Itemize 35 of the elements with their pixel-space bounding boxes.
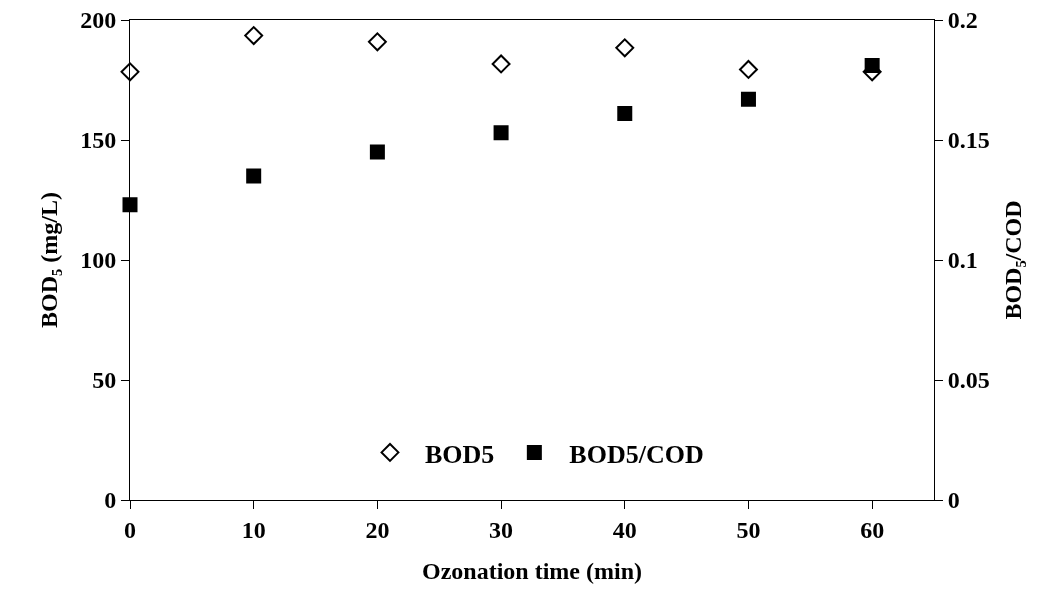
y2-tick-label: 0.05 — [947, 367, 990, 394]
point — [491, 54, 511, 74]
y2-tick-label: 0.15 — [947, 127, 990, 154]
point — [864, 58, 880, 74]
point — [367, 32, 387, 52]
x-tick-label: 60 — [860, 516, 885, 543]
x-axis-title: Ozonation time (min) — [422, 558, 642, 585]
x-tick-label: 40 — [612, 516, 637, 543]
point — [246, 168, 262, 184]
x-tick-label: 20 — [365, 516, 390, 543]
y2-tick-label: 0 — [947, 487, 960, 514]
point — [617, 106, 633, 122]
point — [369, 144, 385, 160]
y2-tick-label: 0.1 — [947, 247, 978, 274]
point — [244, 26, 264, 46]
y-tick-label: 0 — [104, 487, 117, 514]
legend-label: BOD5 — [425, 439, 495, 469]
point — [122, 197, 138, 213]
y-tick-label: 50 — [92, 367, 117, 394]
y-tick-label: 200 — [80, 7, 117, 34]
point — [120, 62, 140, 82]
y-axis-title: BOD₅ (mg/L) — [36, 192, 63, 328]
x-tick-label: 0 — [124, 516, 136, 543]
legend-label: BOD5/COD — [569, 439, 704, 469]
x-tick-label: 10 — [241, 516, 266, 543]
point — [493, 125, 509, 141]
point — [739, 59, 758, 79]
point — [615, 38, 635, 58]
x-tick-label: 50 — [736, 516, 761, 543]
y-tick-label: 150 — [80, 127, 117, 154]
point — [740, 91, 756, 107]
y-tick-label: 100 — [80, 247, 117, 274]
y2-tick-label: 0.2 — [947, 7, 978, 34]
x-tick-label: 30 — [489, 516, 514, 543]
y2-axis-title: BOD₅/COD — [1000, 200, 1027, 320]
